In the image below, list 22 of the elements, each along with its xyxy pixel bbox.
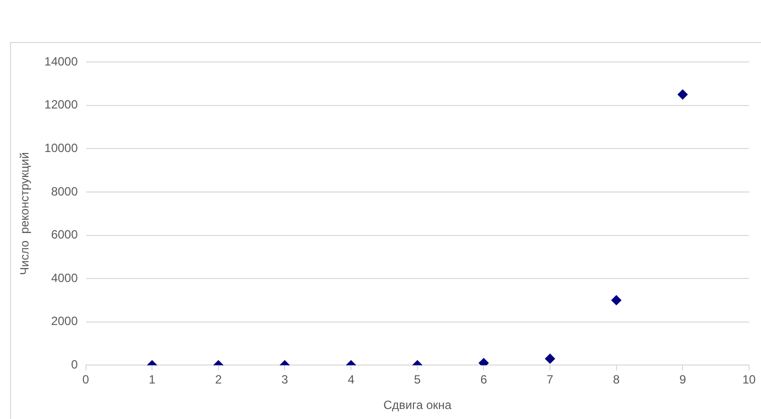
y-tick-label: 14000	[44, 54, 78, 68]
y-tick-label: 10000	[44, 140, 78, 155]
x-tick-label: 8	[613, 372, 620, 387]
x-tick-label: 6	[480, 372, 488, 387]
x-tick-label: 2	[215, 372, 222, 387]
x-tick-label: 10	[742, 372, 756, 387]
x-tick-label: 4	[348, 372, 355, 387]
y-tick-label: 8000	[51, 184, 78, 198]
y-tick-label: 12000	[44, 98, 78, 112]
y-tick-label: 0	[71, 358, 78, 372]
point	[678, 89, 688, 100]
x-tick-label: 1	[148, 372, 156, 387]
x-tick-label: 3	[281, 372, 288, 387]
x-tick-label: 7	[546, 372, 554, 387]
y-tick-label: 6000	[51, 228, 78, 242]
x-axis-title: Сдвига окна	[383, 398, 452, 412]
x-tick-label: 0	[82, 372, 90, 387]
x-tick-label: 5	[414, 372, 422, 387]
y-axis-title: Число реконструкций	[18, 152, 32, 275]
y-tick-label: 2000	[51, 314, 78, 328]
y-tick-label: 4000	[51, 270, 78, 285]
x-tick-label: 9	[679, 372, 686, 387]
